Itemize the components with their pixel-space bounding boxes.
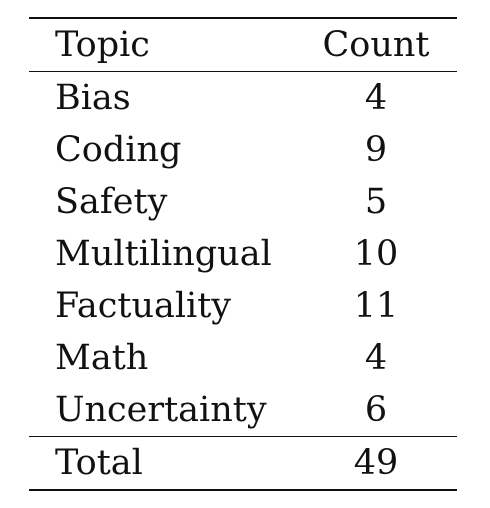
- row-topic: Bias: [55, 78, 131, 118]
- row-topic: Uncertainty: [55, 390, 267, 430]
- row-topic: Coding: [55, 130, 182, 170]
- row-count: 6: [364, 390, 388, 430]
- table-row: Multilingual 10: [29, 228, 457, 280]
- row-topic: Multilingual: [55, 234, 272, 274]
- header-topic: Topic: [55, 25, 150, 65]
- total-count: 49: [353, 443, 399, 483]
- row-count: 11: [353, 286, 399, 326]
- row-count: 4: [364, 338, 388, 378]
- row-count: 5: [364, 182, 388, 222]
- table-body: Bias 4 Coding 9 Safety 5 Multilingual 10…: [29, 72, 457, 436]
- bottom-rule: [29, 489, 457, 491]
- header-count: Count: [322, 25, 430, 65]
- row-count: 4: [364, 78, 388, 118]
- total-row: Total 49: [29, 437, 457, 489]
- total-label: Total: [55, 443, 143, 483]
- table-row: Uncertainty 6: [29, 384, 457, 436]
- row-topic: Safety: [55, 182, 168, 222]
- row-count: 9: [364, 130, 388, 170]
- total-rule: [29, 436, 457, 437]
- topic-count-table: Topic Count Bias 4 Coding 9 Safety 5 Mul…: [29, 17, 457, 491]
- table-row: Bias 4: [29, 72, 457, 124]
- top-rule: [29, 17, 457, 19]
- table-row: Math 4: [29, 332, 457, 384]
- row-topic: Math: [55, 338, 149, 378]
- row-count: 10: [353, 234, 399, 274]
- table-row: Factuality 11: [29, 280, 457, 332]
- row-topic: Factuality: [55, 286, 232, 326]
- table-row: Safety 5: [29, 176, 457, 228]
- table-row: Coding 9: [29, 124, 457, 176]
- header-rule: [29, 71, 457, 72]
- header-row: Topic Count: [29, 19, 457, 71]
